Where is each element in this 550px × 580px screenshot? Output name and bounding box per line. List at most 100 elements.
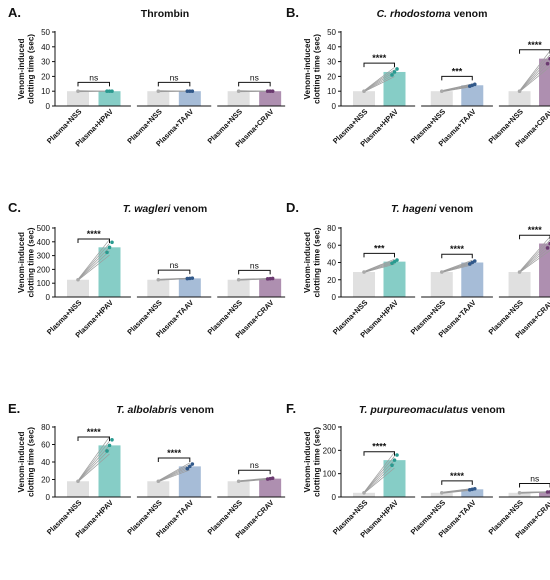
y-axis-label-line1: Venom-induced <box>303 39 312 100</box>
data-point <box>110 438 114 442</box>
data-point <box>395 67 399 71</box>
significance-label: **** <box>528 225 543 235</box>
significance-label: **** <box>167 448 182 458</box>
data-point <box>110 240 114 244</box>
significance-bracket <box>364 452 395 456</box>
data-point <box>473 259 477 263</box>
data-point <box>157 89 161 93</box>
y-tick-label: 100 <box>323 470 337 479</box>
y-axis-label-line2: clotting time (sec) <box>27 427 36 497</box>
data-point <box>237 89 241 93</box>
significance-bracket <box>158 82 190 86</box>
panel-title-suffix: venom <box>468 404 505 416</box>
panel-title-species: T. purpureomaculatus <box>359 404 469 416</box>
significance-label: **** <box>450 471 465 481</box>
data-point <box>108 246 112 250</box>
significance-bracket <box>239 470 271 474</box>
bar <box>179 466 201 497</box>
y-tick-label: 0 <box>332 102 337 111</box>
y-tick-label: 10 <box>41 87 50 96</box>
y-tick-label: 60 <box>327 241 336 250</box>
y-tick-label: 0 <box>46 293 51 302</box>
panel-label: F. <box>286 401 296 416</box>
y-tick-label: 40 <box>327 259 336 268</box>
y-axis-label: Venom-inducedclotting time (sec) <box>303 227 322 297</box>
data-point <box>393 458 397 462</box>
bar <box>99 445 121 497</box>
data-point <box>191 276 195 280</box>
data-point <box>390 73 394 77</box>
data-point <box>362 89 366 93</box>
y-axis-label-line2: clotting time (sec) <box>313 427 322 497</box>
y-axis-label-line1: Venom-induced <box>17 432 26 493</box>
panel-b: B.C. rhodostoma venomVenom-inducedclotti… <box>286 5 550 149</box>
y-tick-label: 200 <box>323 446 337 455</box>
data-point <box>157 479 161 483</box>
y-tick-label: 50 <box>41 28 50 37</box>
y-axis-label-line1: Venom-induced <box>17 39 26 100</box>
data-point <box>440 89 444 93</box>
data-point <box>395 258 399 262</box>
significance-bracket <box>442 76 473 80</box>
significance-bracket <box>520 50 550 54</box>
y-tick-label: 300 <box>323 423 337 432</box>
significance-label: ns <box>170 260 179 270</box>
y-tick-label: 60 <box>41 441 50 450</box>
y-axis-label-line1: Venom-induced <box>303 232 312 293</box>
significance-label: ns <box>250 72 259 82</box>
bar <box>461 85 483 106</box>
bar <box>461 263 483 298</box>
data-point <box>237 278 241 282</box>
significance-label: ns <box>89 72 98 82</box>
panel-e: E.T. albolabris venomVenom-inducedclotti… <box>8 401 285 540</box>
bar <box>228 280 250 297</box>
data-point <box>271 476 275 480</box>
data-point <box>393 70 397 74</box>
y-tick-label: 300 <box>37 252 51 261</box>
significance-label: **** <box>450 244 465 254</box>
data-point <box>271 89 275 93</box>
bar <box>509 272 531 297</box>
bar <box>228 481 250 497</box>
data-point <box>440 491 444 495</box>
significance-label: **** <box>372 53 387 63</box>
panel-title-species: T. albolabris <box>116 404 177 416</box>
y-axis-label-line1: Venom-induced <box>303 432 312 493</box>
significance-bracket <box>442 481 473 485</box>
data-point <box>76 479 80 483</box>
data-point <box>105 251 109 255</box>
data-point <box>191 89 195 93</box>
significance-bracket <box>364 253 395 257</box>
y-tick-label: 0 <box>332 493 337 502</box>
y-axis-label-line2: clotting time (sec) <box>313 227 322 297</box>
y-tick-label: 30 <box>327 58 336 67</box>
y-axis-label: Venom-inducedclotting time (sec) <box>17 427 36 497</box>
y-axis-label: Venom-inducedclotting time (sec) <box>17 227 36 297</box>
panel-title-species: C. rhodostoma <box>377 8 451 20</box>
data-point <box>518 270 522 274</box>
significance-bracket <box>442 254 473 258</box>
bar <box>228 91 250 106</box>
bar <box>67 481 89 497</box>
y-tick-label: 20 <box>327 276 336 285</box>
panel-title-suffix: venom <box>170 203 207 215</box>
data-point <box>362 270 366 274</box>
panel-label: A. <box>8 5 21 20</box>
y-tick-label: 500 <box>37 224 51 233</box>
significance-bracket <box>158 270 190 274</box>
significance-label: ns <box>250 460 259 470</box>
y-tick-label: 200 <box>37 265 51 274</box>
data-point <box>518 89 522 93</box>
data-point <box>473 83 477 87</box>
significance-label: **** <box>87 229 102 239</box>
data-point <box>157 278 161 282</box>
significance-bracket <box>239 82 271 86</box>
bar <box>259 279 281 297</box>
bar <box>431 272 453 297</box>
bar <box>353 91 375 106</box>
significance-bracket <box>364 63 395 67</box>
bar <box>259 479 281 497</box>
panel-title-species: T. hageni <box>391 203 437 215</box>
y-tick-label: 20 <box>327 72 336 81</box>
